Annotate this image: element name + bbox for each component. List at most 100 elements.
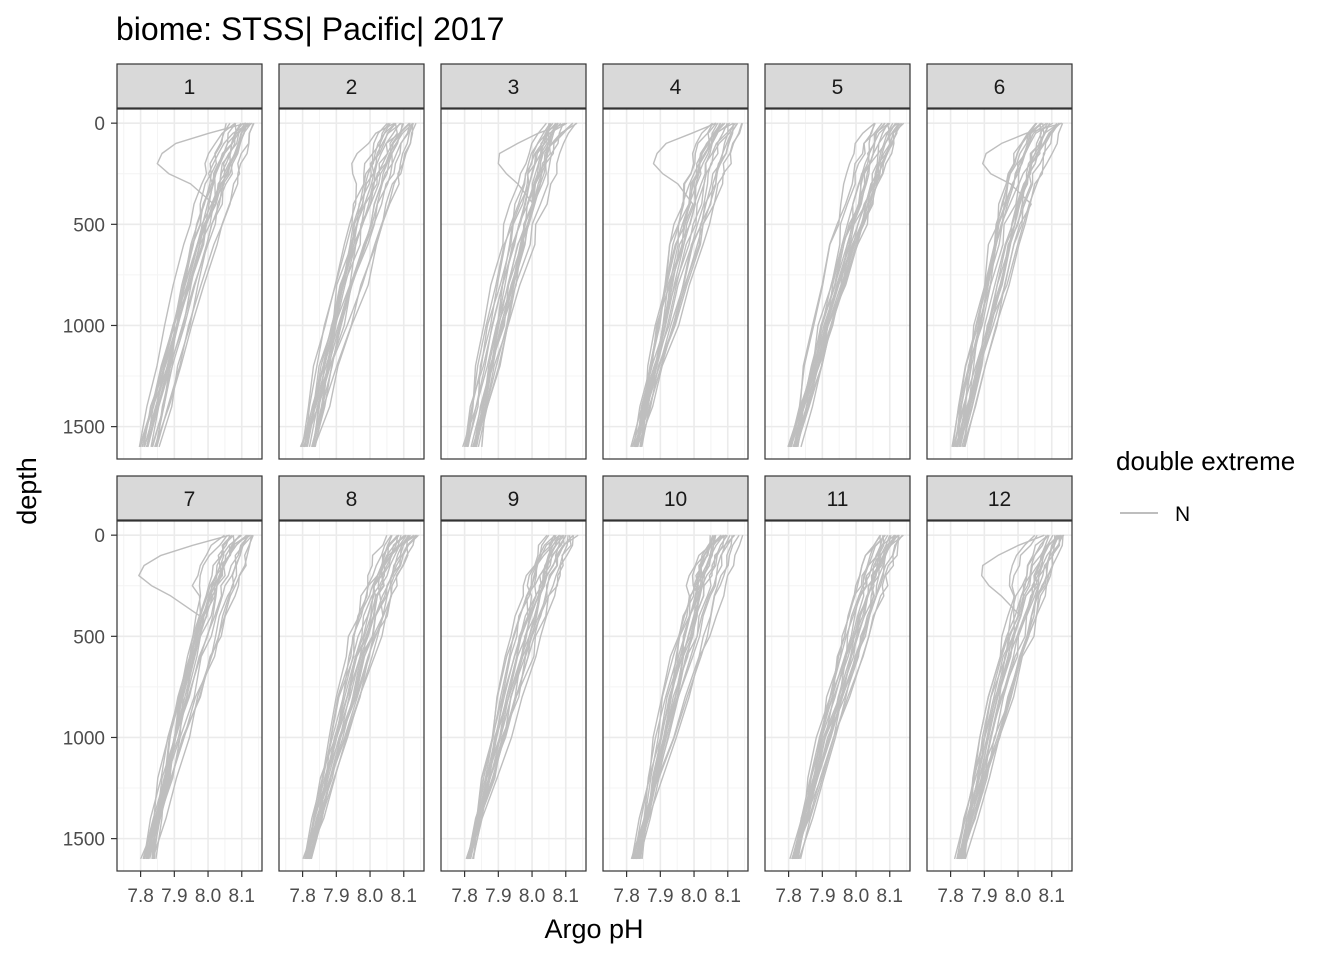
facet-panel-11: 11 7.8 7.9 8.0 8.1: [764, 475, 911, 907]
panel-border: [602, 108, 749, 460]
profile-line: [313, 122, 396, 447]
panel-background: [279, 521, 424, 871]
x-tick-label: 7.9: [485, 886, 511, 907]
x-tick-label: 7.8: [289, 886, 315, 907]
panel-background: [441, 521, 586, 871]
facet-panel-7: 7 0 500 1000 1500 7.8 7.9 8.0 8.1: [63, 475, 263, 907]
panel-border: [926, 108, 1073, 460]
facet-strip-label: 2: [346, 76, 358, 99]
profile-line: [953, 534, 1050, 860]
panel-border: [278, 108, 425, 460]
panel-border: [116, 520, 263, 872]
facet-strip: [926, 63, 1073, 109]
profile-line: [472, 122, 577, 448]
facet-strip: [926, 475, 1073, 521]
profile-line: [633, 534, 744, 860]
panel-border: [440, 108, 587, 460]
profile-line: [633, 123, 721, 448]
panel-border: [278, 520, 425, 872]
y-tick-label: 1000: [63, 316, 105, 337]
profile-line: [961, 122, 1049, 448]
panel-border: [926, 520, 1073, 872]
profile-line: [956, 534, 1060, 860]
profile-line: [796, 123, 891, 448]
panel-background: [765, 521, 910, 871]
facet-strip: [116, 475, 263, 521]
y-tick-label: 500: [73, 627, 105, 648]
profile-line: [469, 534, 564, 860]
profile-line: [799, 535, 900, 860]
profile-line: [798, 534, 897, 860]
chart-title: biome: STSS| Pacific| 2017: [116, 11, 504, 47]
panel-border: [440, 520, 587, 872]
facet-panel-9: 9 7.8 7.9 8.0 8.1: [440, 475, 587, 907]
profile-line: [466, 122, 547, 447]
profile-line: [956, 534, 1047, 860]
facet-strip: [116, 63, 263, 109]
profile-line: [304, 122, 388, 447]
profile-line: [143, 123, 237, 448]
x-tick-label: 8.1: [391, 886, 417, 907]
facet-panel-1: 1 0 500 1000 1500: [63, 63, 263, 460]
profile-line: [634, 122, 731, 448]
profile-line: [957, 122, 1037, 447]
facet-strip-label: 5: [832, 76, 844, 99]
x-tick-label: 8.0: [519, 886, 545, 907]
facet-panel-10: 10 7.8 7.9 8.0 8.1: [602, 475, 749, 907]
facet-strip-label: 3: [508, 76, 520, 99]
profile-line: [306, 535, 416, 860]
profile-line: [958, 123, 1045, 448]
profile-line: [158, 122, 248, 448]
profile-line: [636, 534, 714, 860]
facet-strip: [440, 63, 587, 109]
facet-strip: [602, 475, 749, 521]
profile-line: [789, 535, 885, 860]
profile-line: [473, 122, 564, 448]
facet-strip-label: 6: [994, 76, 1006, 99]
profile-line: [792, 534, 881, 860]
facet-strip-label: 4: [670, 76, 682, 99]
facet-strip-label: 10: [664, 488, 687, 511]
profile-line: [303, 123, 411, 448]
profile-line: [635, 534, 740, 860]
facet-panel-12: 12 7.8 7.9 8.0 8.1: [926, 475, 1073, 907]
profile-line: [634, 534, 736, 860]
profile-line: [636, 534, 735, 860]
y-tick-label: 500: [73, 215, 105, 236]
x-tick-label: 7.9: [323, 886, 349, 907]
profile-line: [794, 534, 882, 860]
y-tick-label: 1000: [63, 728, 105, 749]
profile-line: [787, 123, 900, 448]
x-tick-label: 7.8: [937, 886, 963, 907]
y-tick-label: 0: [94, 526, 105, 547]
x-tick-label: 8.0: [357, 886, 383, 907]
panel-border: [764, 520, 911, 872]
x-tick-label: 8.1: [1039, 886, 1065, 907]
x-tick-label: 8.1: [877, 886, 903, 907]
profile-line: [963, 122, 1047, 447]
x-tick-label: 7.9: [971, 886, 997, 907]
facet-strip: [278, 475, 425, 521]
x-tick-label: 7.9: [809, 886, 835, 907]
facet-strip-label: 8: [346, 488, 358, 511]
facet-strip: [602, 63, 749, 109]
facet-strip-label: 1: [184, 76, 196, 99]
profile-line: [309, 534, 407, 860]
profile-line: [952, 122, 1038, 447]
profile-line: [156, 122, 231, 447]
profile-line: [472, 534, 567, 859]
profile-line: [156, 122, 255, 448]
profile-line: [138, 122, 236, 448]
legend-entry-label-n: N: [1175, 503, 1190, 526]
x-tick-label: 7.9: [647, 886, 673, 907]
x-tick-label: 7.8: [775, 886, 801, 907]
legend: double extreme N: [1116, 446, 1295, 526]
profile-line: [958, 535, 1061, 860]
legend-title: double extreme: [1116, 446, 1295, 476]
profile-line: [791, 534, 900, 860]
profile-line: [306, 534, 419, 860]
profile-line: [962, 534, 1054, 859]
profile-line: [301, 122, 395, 448]
profile-line: [466, 534, 565, 860]
